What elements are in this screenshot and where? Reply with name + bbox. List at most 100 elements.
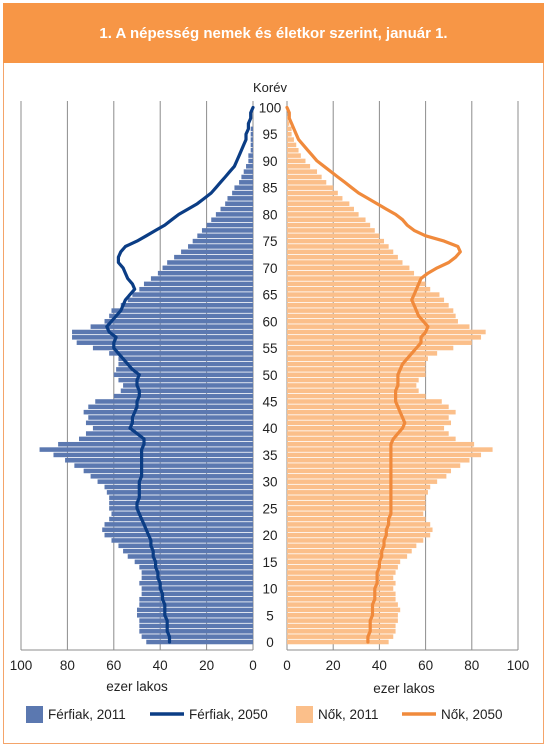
bar-men-2011 — [102, 527, 253, 533]
bar-women-2011 — [287, 468, 452, 474]
bar-women-2011 — [287, 356, 428, 361]
age-tick-label: 100 — [259, 101, 282, 116]
bar-men-2011 — [113, 393, 253, 399]
age-tick-label: 0 — [266, 635, 274, 650]
bar-men-2011 — [132, 292, 253, 297]
bar-women-2011 — [287, 522, 431, 527]
age-tick-label: 45 — [262, 394, 277, 409]
bar-women-2011 — [287, 169, 318, 174]
bar-women-2011 — [287, 575, 394, 581]
bars-layer — [39, 115, 493, 645]
bar-men-2011 — [188, 244, 253, 249]
bar-women-2011 — [287, 511, 424, 516]
x-tick-label-left: 20 — [199, 658, 214, 673]
bar-men-2011 — [215, 212, 253, 217]
bar-men-2011 — [92, 425, 253, 431]
age-tick-label: 30 — [262, 475, 277, 490]
age-tick-label: 65 — [262, 288, 277, 303]
legend-men-2011-label: Férfiak, 2011 — [48, 707, 126, 722]
bar-women-2011 — [287, 543, 417, 549]
bar-men-2011 — [157, 270, 253, 276]
bar-women-2011 — [287, 420, 452, 426]
bar-men-2011 — [250, 137, 253, 142]
bar-men-2011 — [95, 399, 254, 404]
bar-women-2011 — [287, 602, 398, 607]
bar-men-2011 — [109, 351, 253, 356]
x-tick-label-left: 100 — [10, 658, 33, 673]
bar-women-2011 — [287, 554, 408, 559]
bar-men-2011 — [120, 388, 253, 394]
bar-women-2011 — [287, 570, 396, 575]
bar-women-2011 — [287, 383, 417, 388]
bar-women-2011 — [287, 404, 449, 410]
bar-men-2011 — [248, 158, 253, 164]
bar-men-2011 — [118, 356, 253, 361]
bar-men-2011 — [109, 313, 253, 319]
bar-men-2011 — [88, 404, 253, 410]
bar-women-2011 — [287, 490, 428, 495]
x-tick-label-left: 0 — [249, 658, 257, 673]
bar-men-2011 — [127, 297, 253, 303]
bar-men-2011 — [72, 335, 253, 340]
bar-men-2011 — [92, 345, 253, 351]
bar-men-2011 — [139, 580, 253, 586]
bar-men-2011 — [39, 447, 254, 452]
bar-women-2011 — [287, 126, 292, 132]
legend-men-2050: Férfiak, 2050 — [150, 707, 268, 722]
bar-men-2011 — [139, 564, 253, 570]
bar-women-2011 — [287, 506, 426, 511]
bar-men-2011 — [113, 372, 253, 378]
x-tick-label-left: 40 — [153, 658, 168, 673]
bar-women-2011 — [287, 436, 456, 442]
legend-men-2050-label: Férfiak, 2050 — [189, 707, 268, 722]
bar-women-2011 — [287, 361, 426, 367]
age-tick-label: 15 — [262, 555, 277, 570]
bar-women-2011 — [287, 516, 426, 522]
bar-women-2011 — [287, 281, 426, 287]
bar-women-2011 — [287, 623, 396, 629]
bar-women-2011 — [287, 431, 449, 436]
bar-women-2011 — [287, 340, 472, 345]
age-tick-label: 80 — [262, 207, 277, 222]
x-tick-label-right: 0 — [283, 658, 291, 673]
bar-men-2011 — [111, 308, 253, 313]
bar-women-2011 — [287, 174, 322, 180]
bar-men-2011 — [243, 169, 253, 174]
bar-men-2011 — [134, 559, 253, 565]
bar-women-2011 — [287, 121, 290, 126]
bar-men-2011 — [104, 532, 254, 538]
legend-men-2011-swatch — [26, 706, 43, 723]
bar-women-2011 — [287, 190, 338, 196]
bar-men-2011 — [104, 484, 254, 490]
bar-women-2011 — [287, 217, 366, 223]
x-tick-label-right: 100 — [507, 658, 530, 673]
bar-women-2011 — [287, 212, 359, 217]
bar-men-2011 — [72, 329, 253, 335]
age-tick-label: 50 — [262, 368, 277, 383]
bar-women-2011 — [287, 292, 440, 297]
bar-women-2011 — [287, 564, 398, 570]
bar-women-2011 — [287, 206, 354, 212]
bar-women-2011 — [287, 548, 412, 554]
age-tick-label: 40 — [262, 421, 277, 436]
bar-men-2011 — [250, 131, 253, 137]
bar-men-2011 — [174, 254, 253, 260]
bar-men-2011 — [201, 228, 253, 233]
bar-women-2011 — [287, 441, 475, 447]
bar-women-2011 — [287, 180, 327, 185]
bar-men-2011 — [250, 142, 253, 148]
legend-women-2011: Nők, 2011 — [296, 706, 379, 723]
bar-men-2011 — [90, 474, 253, 479]
bar-men-2011 — [127, 554, 253, 559]
bar-men-2011 — [111, 538, 253, 543]
bar-women-2011 — [287, 377, 419, 383]
bar-men-2011 — [250, 126, 253, 132]
age-tick-label: 55 — [262, 341, 277, 356]
bar-women-2011 — [287, 329, 486, 335]
bar-women-2011 — [287, 399, 442, 404]
bar-women-2011 — [287, 158, 306, 164]
bar-men-2011 — [109, 506, 253, 511]
bar-men-2011 — [167, 260, 253, 265]
bar-men-2011 — [90, 324, 253, 329]
bar-men-2011 — [97, 479, 253, 484]
